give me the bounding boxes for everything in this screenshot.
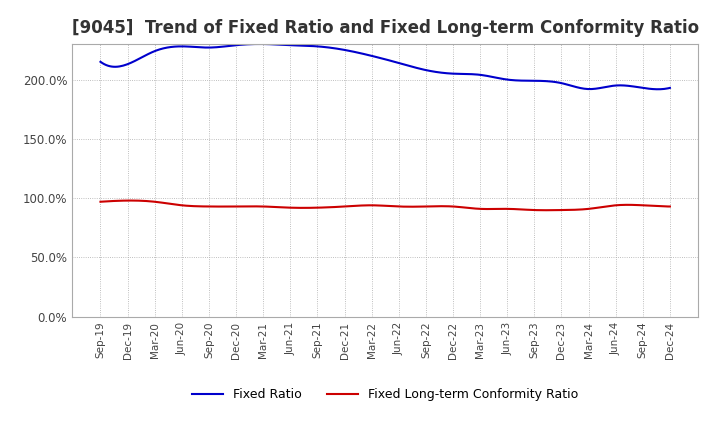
Line: Fixed Ratio: Fixed Ratio	[101, 44, 670, 89]
Fixed Ratio	[578, 86, 587, 91]
Fixed Long-term Conformity Ratio	[446, 204, 455, 209]
Fixed Long-term Conformity Ratio	[616, 202, 625, 208]
Fixed Long-term Conformity Ratio	[96, 199, 105, 205]
Fixed Ratio	[435, 70, 444, 75]
Fixed Ratio	[665, 85, 674, 91]
Fixed Long-term Conformity Ratio	[580, 207, 588, 212]
Fixed Long-term Conformity Ratio	[435, 204, 444, 209]
Line: Fixed Long-term Conformity Ratio: Fixed Long-term Conformity Ratio	[101, 201, 670, 210]
Fixed Ratio	[437, 70, 446, 75]
Fixed Long-term Conformity Ratio	[542, 208, 551, 213]
Fixed Ratio	[256, 41, 265, 47]
Title: [9045]  Trend of Fixed Ratio and Fixed Long-term Conformity Ratio: [9045] Trend of Fixed Ratio and Fixed Lo…	[71, 19, 699, 37]
Fixed Long-term Conformity Ratio	[665, 204, 674, 209]
Fixed Long-term Conformity Ratio	[127, 198, 135, 203]
Fixed Ratio	[96, 59, 105, 64]
Fixed Ratio	[614, 83, 623, 88]
Fixed Long-term Conformity Ratio	[437, 204, 446, 209]
Fixed Long-term Conformity Ratio	[98, 199, 107, 204]
Fixed Ratio	[98, 60, 107, 66]
Legend: Fixed Ratio, Fixed Long-term Conformity Ratio: Fixed Ratio, Fixed Long-term Conformity …	[187, 383, 583, 406]
Fixed Ratio	[446, 71, 455, 76]
Fixed Ratio	[654, 87, 663, 92]
